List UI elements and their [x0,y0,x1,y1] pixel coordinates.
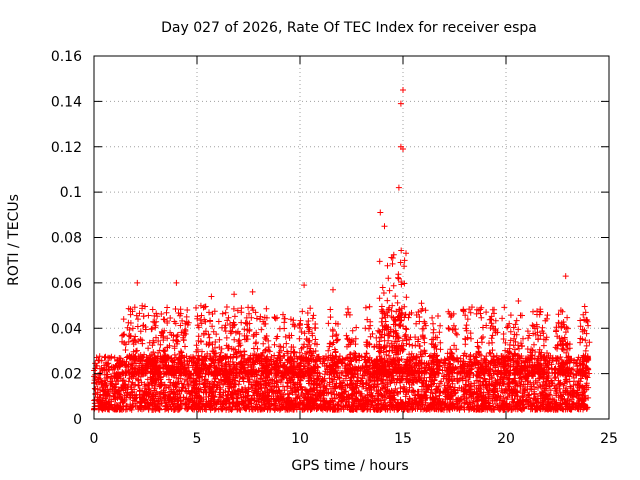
x-tick-label: 0 [90,431,99,447]
y-tick-label: 0.12 [51,140,82,156]
y-tick-label: 0 [73,412,82,428]
y-tick-label: 0.02 [51,367,82,383]
axis-ticks: 0 5 10 15 20 25 0 0.02 0.04 0.06 0.08 0.1 0.12 0.14 0.… [51,49,618,447]
y-tick-label: 0.14 [51,94,82,110]
data-points [91,87,593,413]
y-tick-label: 0.16 [51,49,82,65]
x-tick-label: 20 [497,431,515,447]
x-tick-label: 15 [394,431,412,447]
x-tick-label: 25 [600,431,618,447]
x-tick-label: 5 [193,431,202,447]
y-axis-title: ROTI / TECUs [6,194,22,286]
y-tick-label: 0.08 [51,231,82,247]
y-tick-label: 0.06 [51,276,82,292]
x-tick-label: 10 [291,431,309,447]
roti-series-markers [91,87,593,413]
grid-lines [94,56,609,419]
x-axis-title: GPS time / hours [291,458,408,474]
y-tick-label: 0.04 [51,321,82,337]
chart-title: Day 027 of 2026, Rate Of TEC Index for r… [161,20,537,36]
y-tick-label: 0.1 [60,185,82,201]
